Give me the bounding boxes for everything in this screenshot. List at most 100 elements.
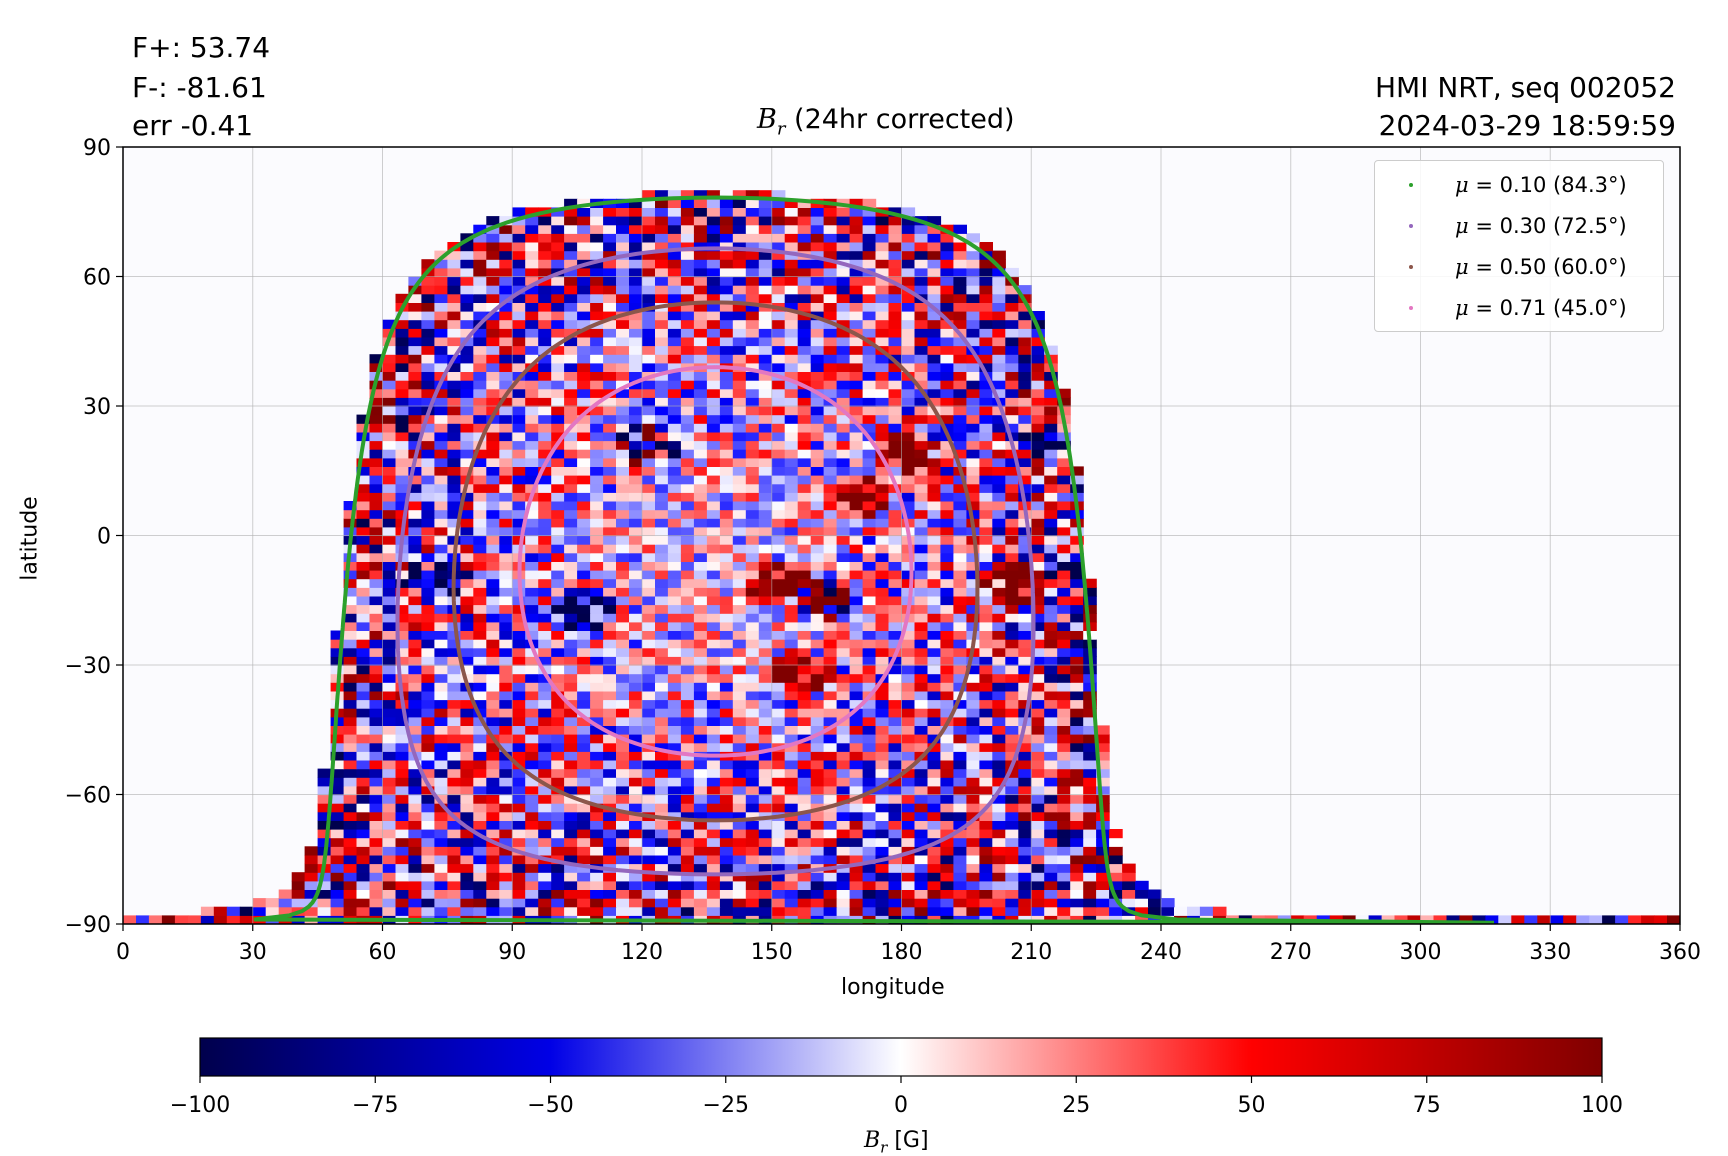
heatmap-cell	[369, 682, 384, 692]
heatmap-cell	[914, 889, 929, 899]
heatmap-cell	[408, 647, 422, 657]
heatmap-cell	[1044, 751, 1058, 761]
heatmap-cell	[1031, 354, 1045, 364]
heatmap-cell	[408, 768, 422, 778]
heatmap-cell	[940, 647, 954, 657]
heatmap-cell	[758, 570, 773, 580]
heatmap-cell	[551, 682, 565, 692]
heatmap-cell	[1005, 613, 1019, 623]
heatmap-cell	[538, 898, 552, 908]
heatmap-cell	[434, 872, 448, 882]
heatmap-cell	[577, 665, 591, 675]
heatmap-cell	[927, 242, 942, 252]
heatmap-cell	[603, 431, 617, 442]
heatmap-cell	[979, 837, 993, 847]
heatmap-cell	[1070, 475, 1084, 485]
heatmap-cell	[395, 854, 410, 865]
heatmap-cell	[590, 475, 604, 485]
heatmap-cell	[1070, 760, 1084, 770]
heatmap-cell	[719, 311, 734, 321]
heatmap-cell	[590, 854, 604, 865]
heatmap-cell	[395, 406, 410, 416]
heatmap-cell	[434, 906, 448, 916]
heatmap-cell	[1083, 613, 1097, 623]
heatmap-cell	[564, 440, 578, 450]
heatmap-cell	[706, 673, 721, 683]
heatmap-cell	[408, 293, 422, 303]
heatmap-cell	[655, 259, 669, 269]
heatmap-cell	[486, 872, 500, 882]
heatmap-cell	[914, 647, 929, 657]
heatmap-cell	[914, 690, 929, 701]
heatmap-cell	[810, 647, 825, 657]
heatmap-cell	[473, 362, 487, 372]
heatmap-cell	[460, 423, 474, 433]
heatmap-cell	[784, 785, 799, 796]
heatmap-cell	[551, 777, 565, 787]
heatmap-cell	[590, 794, 604, 804]
heatmap-cell	[1018, 414, 1032, 424]
heatmap-cell	[525, 880, 539, 890]
heatmap-cell	[758, 613, 773, 623]
heatmap-cell	[408, 699, 422, 709]
heatmap-cell	[1044, 725, 1058, 735]
heatmap-cell	[551, 397, 565, 407]
heatmap-cell	[603, 794, 617, 804]
heatmap-cell	[771, 777, 786, 787]
heatmap-cell	[940, 820, 954, 830]
heatmap-cell	[551, 665, 565, 675]
heatmap-cell	[512, 820, 526, 830]
heatmap-cell	[434, 285, 448, 295]
heatmap-cell	[1070, 716, 1084, 726]
heatmap-cell	[1005, 380, 1019, 390]
heatmap-cell	[823, 570, 838, 580]
heatmap-cell	[629, 276, 643, 286]
heatmap-cell	[823, 837, 838, 847]
heatmap-cell	[667, 276, 682, 286]
heatmap-cell	[499, 725, 513, 735]
heatmap-cell	[680, 475, 695, 485]
heatmap-cell	[460, 699, 474, 709]
heatmap-cell	[784, 742, 799, 752]
heatmap-cell	[512, 716, 526, 726]
heatmap-cell	[888, 267, 903, 278]
heatmap-cell	[512, 768, 526, 778]
heatmap-cell	[901, 311, 916, 321]
heatmap-cell	[408, 466, 422, 476]
heatmap-cell	[888, 336, 903, 347]
heatmap-cell	[382, 466, 397, 476]
heatmap-cell	[317, 829, 332, 839]
heatmap-cell	[771, 587, 786, 597]
heatmap-cell	[745, 483, 760, 493]
heatmap-cell	[447, 777, 461, 787]
legend-mu-symbol: μ	[1455, 296, 1469, 320]
heatmap-cell	[875, 319, 890, 329]
heatmap-cell	[1005, 578, 1019, 588]
heatmap-cell	[499, 570, 513, 580]
heatmap-cell	[395, 336, 410, 347]
heatmap-cell	[343, 647, 358, 657]
heatmap-cell	[564, 595, 578, 606]
heatmap-cell	[1044, 621, 1058, 631]
heatmap-cell	[369, 863, 384, 873]
heatmap-cell	[810, 233, 825, 243]
heatmap-cell	[797, 535, 812, 545]
heatmap-cell	[914, 380, 929, 390]
heatmap-cell	[966, 820, 980, 830]
heatmap-cell	[1057, 544, 1071, 554]
heatmap-cell	[369, 880, 384, 890]
heatmap-cell	[784, 656, 799, 666]
heatmap-cell	[1031, 492, 1045, 502]
heatmap-cell	[486, 440, 500, 450]
heatmap-cell	[875, 639, 890, 649]
heatmap-cell	[408, 639, 422, 649]
heatmap-cell	[875, 431, 890, 442]
heatmap-cell	[667, 630, 682, 640]
heatmap-cell	[408, 336, 422, 347]
heatmap-cell	[577, 423, 591, 433]
heatmap-cell	[564, 898, 578, 908]
heatmap-cell	[706, 302, 721, 312]
heatmap-cell	[512, 863, 526, 873]
heatmap-cell	[486, 276, 500, 286]
heatmap-cell	[486, 233, 500, 243]
